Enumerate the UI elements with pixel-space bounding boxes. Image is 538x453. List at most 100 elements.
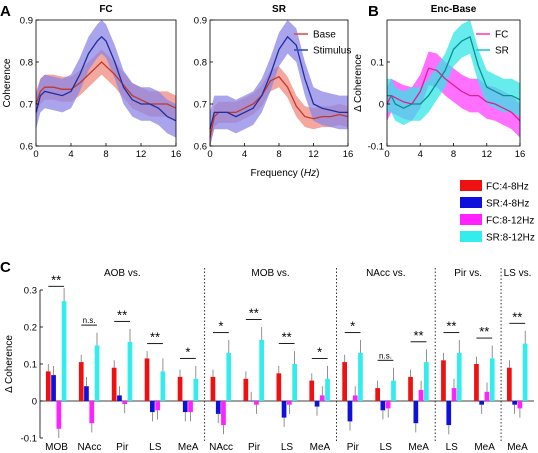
y-tick-label: 0.2 xyxy=(24,323,37,334)
bar xyxy=(155,401,160,411)
category-label: MOB xyxy=(45,442,68,453)
y-tick-label: 0.7 xyxy=(194,100,207,111)
category-label: MeA xyxy=(178,442,199,453)
bar xyxy=(408,376,413,401)
frequency-axis-label: Frequency (Hz) xyxy=(251,168,320,179)
y-tick-label: 0 xyxy=(379,100,384,111)
bar xyxy=(522,343,528,401)
x-tick-label: 12 xyxy=(481,149,492,160)
sig-marker: * xyxy=(218,319,223,334)
legend-swatch xyxy=(460,214,482,225)
legend-label: SR:4-8Hz xyxy=(486,199,529,210)
x-tick-label: 4 xyxy=(418,149,423,160)
bar xyxy=(385,401,391,409)
bar xyxy=(193,378,199,401)
category-label: MeA xyxy=(474,442,495,453)
bar xyxy=(484,391,490,402)
bar xyxy=(474,364,479,401)
bar xyxy=(507,367,512,401)
x-tick-label: 0 xyxy=(207,149,212,160)
group-label: AOB vs. xyxy=(104,268,141,279)
legend-label: SR:8-12Hz xyxy=(486,233,535,244)
bar xyxy=(319,395,325,401)
legend-label: FC xyxy=(495,30,508,41)
legend-label: FC:8-12Hz xyxy=(486,216,534,227)
bar xyxy=(215,401,221,414)
bar xyxy=(418,389,424,401)
bar xyxy=(479,401,484,405)
panel-letter-a: A xyxy=(0,3,11,20)
bar xyxy=(182,401,188,413)
group-label: NAcc vs. xyxy=(366,268,405,279)
sr-coherence-plot: 0 4 8 12 16 0.6 0.7 0.8 0.9 SR Base Stimulus xyxy=(194,4,354,160)
y-tick-label: 0 xyxy=(32,397,37,408)
bar xyxy=(287,401,292,405)
sig-marker: * xyxy=(317,344,322,359)
bar xyxy=(451,388,457,401)
bar xyxy=(325,378,330,401)
panel-letter-b: B xyxy=(368,3,379,20)
y-tick-label: 0.9 xyxy=(20,16,33,27)
y-tick-label: 0.9 xyxy=(194,16,207,27)
bar xyxy=(127,341,133,401)
panel-letter-c: C xyxy=(0,259,11,276)
legend-label: Base xyxy=(313,30,336,41)
group-label: Pir vs. xyxy=(454,268,482,279)
category-label: Pir xyxy=(248,442,261,453)
bar xyxy=(347,401,353,422)
plot-title: SR xyxy=(272,4,287,15)
sig-marker: * xyxy=(350,319,355,334)
bar xyxy=(314,401,320,407)
series-band-0 xyxy=(387,51,520,138)
y-axis-label: Δ Coherence xyxy=(353,54,364,112)
group-label: MOB vs. xyxy=(251,268,289,279)
bar xyxy=(45,371,51,401)
x-tick-label: 4 xyxy=(68,149,73,160)
sig-marker: n.s. xyxy=(83,316,96,325)
y-tick-label: 0.1 xyxy=(24,360,37,371)
bar xyxy=(78,362,84,401)
bar xyxy=(259,339,264,401)
x-tick-label: 16 xyxy=(171,149,182,160)
bar xyxy=(51,375,56,401)
series-line-1 xyxy=(387,35,521,109)
bar xyxy=(248,401,254,402)
series-line-1 xyxy=(35,35,177,122)
bar xyxy=(512,401,517,405)
category-label: LS xyxy=(149,442,162,453)
x-tick-label: 0 xyxy=(384,149,389,160)
plot-title: Enc-Base xyxy=(431,4,477,15)
legend-label: SR xyxy=(495,46,509,57)
series-band-1 xyxy=(210,20,348,146)
bar xyxy=(358,352,363,401)
bar xyxy=(177,376,183,401)
y-tick-label: 0.8 xyxy=(20,58,33,69)
bar xyxy=(111,367,117,401)
bar xyxy=(446,401,452,426)
bar xyxy=(375,388,380,401)
y-axis-label: Δ Coherence xyxy=(4,335,15,393)
bar xyxy=(117,395,122,401)
sig-marker: ** xyxy=(282,330,292,345)
bar xyxy=(413,401,419,424)
category-label: MeA xyxy=(310,442,331,453)
y-tick-label: 0.8 xyxy=(194,58,207,69)
category-label: Pir xyxy=(347,442,360,453)
bar xyxy=(441,360,446,401)
sig-marker: ** xyxy=(413,328,423,343)
y-tick-label: 0.1 xyxy=(371,58,384,69)
series-band-1 xyxy=(387,20,520,125)
bar xyxy=(424,362,429,401)
bar xyxy=(391,380,396,401)
y-tick-label: 0.7 xyxy=(20,100,33,111)
sig-marker: ** xyxy=(479,324,489,339)
bar xyxy=(89,401,95,424)
bar-legend: FC:4-8Hz SR:4-8Hz FC:8-12Hz SR:8-12Hz xyxy=(460,180,535,244)
sig-marker: ** xyxy=(150,330,160,345)
bar xyxy=(309,380,315,401)
category-label: LS xyxy=(281,442,294,453)
x-tick-label: 12 xyxy=(308,149,319,160)
